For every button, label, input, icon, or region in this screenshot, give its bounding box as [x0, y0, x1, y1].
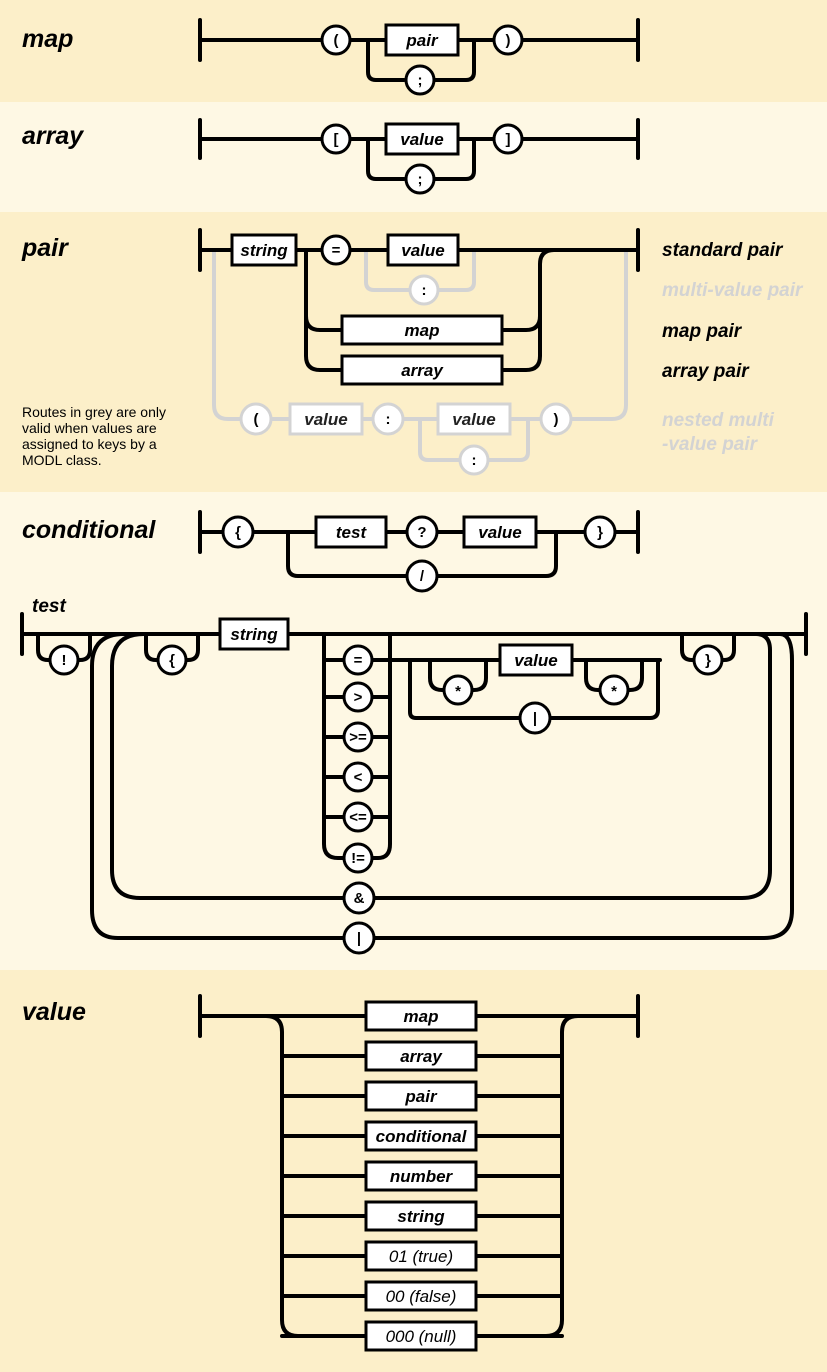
map-open-text: ( — [334, 32, 339, 49]
test-not-text: ! — [62, 652, 67, 669]
pair-note-line-2: valid when values are — [22, 420, 157, 436]
test-operator-neq-text: != — [351, 850, 365, 867]
pair-nested-sep-text: : — [472, 452, 477, 469]
value-options: map array pair conditional number string 01 (t… — [282, 1002, 562, 1350]
conditional-close-text: } — [597, 524, 603, 541]
conditional-value-label: value — [478, 523, 521, 542]
test-or-inner-text: | — [533, 710, 537, 727]
value-option-label: 00 (false) — [386, 1287, 457, 1306]
conditional-heading: conditional — [22, 516, 156, 544]
test-wildcard-left-text: * — [455, 683, 461, 700]
pair-label-map-pair: map pair — [662, 321, 743, 342]
map-pair-label: pair — [405, 31, 439, 50]
array-value-label: value — [400, 130, 443, 149]
pair-nested-colon-text: : — [386, 411, 391, 428]
pair-equals-text: = — [332, 242, 341, 259]
pair-note-line-1: Routes in grey are only — [22, 404, 166, 420]
pair-string-label: string — [240, 241, 288, 260]
value-option-label: array — [400, 1047, 443, 1066]
test-heading: test — [32, 596, 66, 617]
test-or-text: | — [357, 930, 361, 947]
test-close-text: } — [705, 652, 711, 669]
pair-nested-close-text: ) — [554, 411, 559, 428]
pair-array-label: array — [401, 361, 444, 380]
pair-label-multi-value: multi-value pair — [662, 280, 804, 301]
pair-heading: pair — [21, 234, 69, 262]
pair-nested-value-a-label: value — [304, 410, 347, 429]
array-close-text: ] — [506, 131, 511, 148]
pair-map-label: map — [405, 321, 440, 340]
value-option-label: map — [404, 1007, 439, 1026]
value-option-label: string — [397, 1207, 445, 1226]
conditional-open-text: { — [235, 524, 241, 541]
value-option-label: 01 (true) — [389, 1247, 453, 1266]
pair-note-line-3: assigned to keys by a — [22, 436, 157, 452]
test-operator-gte-text: >= — [349, 729, 367, 746]
map-close-text: ) — [506, 32, 511, 49]
value-option-label: pair — [404, 1087, 438, 1106]
test-operator-gt-text: > — [354, 689, 363, 706]
pair-label-standard: standard pair — [662, 240, 784, 261]
pair-label-nested-1: nested multi — [662, 410, 775, 431]
value-heading: value — [22, 998, 86, 1026]
value-option-label: conditional — [376, 1127, 468, 1146]
pair-nested-open-text: ( — [254, 411, 259, 428]
pair-label-array-pair: array pair — [662, 361, 750, 382]
pair-note-line-4: MODL class. — [22, 452, 102, 468]
conditional-test-label: test — [336, 523, 368, 542]
pair-colon-text: : — [422, 282, 427, 299]
array-heading: array — [22, 122, 84, 150]
array-open-text: [ — [334, 131, 339, 148]
test-wildcard-right-text: * — [611, 683, 617, 700]
value-option-label: number — [390, 1167, 454, 1186]
map-heading: map — [22, 25, 73, 53]
test-operator-lt-text: < — [354, 769, 363, 786]
test-open-text: { — [169, 652, 175, 669]
pair-nested-value-b-label: value — [452, 410, 495, 429]
test-string-label: string — [230, 625, 278, 644]
array-separator-text: ; — [418, 171, 423, 188]
test-value-label: value — [514, 651, 557, 670]
pair-value-label: value — [401, 241, 444, 260]
test-and-text: & — [354, 890, 365, 907]
value-option-label: 000 (null) — [386, 1327, 457, 1346]
test-operator-lte-text: <= — [349, 809, 367, 826]
band-array — [0, 102, 827, 212]
conditional-question-text: ? — [417, 524, 426, 541]
pair-label-nested-2: -value pair — [662, 434, 759, 455]
map-separator-text: ; — [418, 72, 423, 89]
test-operator-eq-text: = — [354, 652, 363, 669]
